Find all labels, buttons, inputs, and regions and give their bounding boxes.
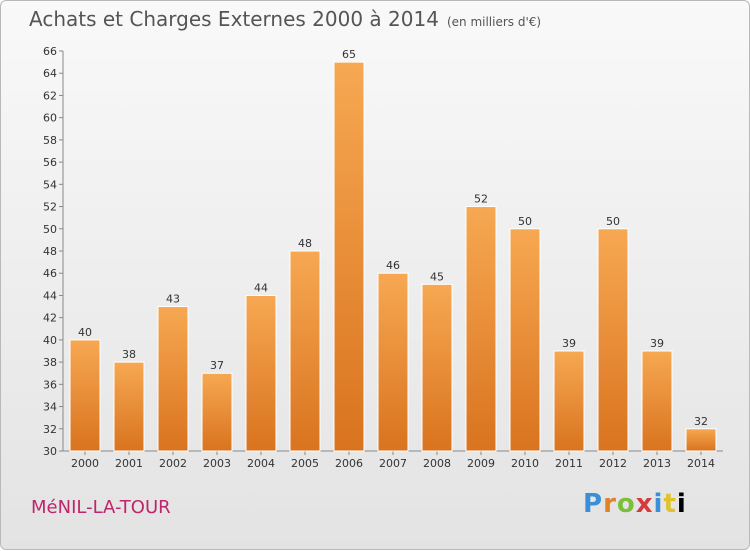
data-label-2009: 52 [474, 193, 488, 206]
x-tick-label-2001: 2001 [115, 457, 143, 470]
y-tick-label: 66 [43, 45, 57, 58]
y-tick-label: 32 [43, 423, 57, 436]
logo-letter: i [676, 489, 687, 519]
logo-letter: i [653, 489, 664, 519]
data-label-2014: 32 [694, 415, 708, 428]
data-label-2001: 38 [122, 348, 136, 361]
data-label-2000: 40 [78, 326, 92, 339]
bars [69, 61, 717, 452]
data-label-2010: 50 [518, 215, 532, 228]
data-labels: 40 38 43 37 44 48 65 46 45 52 50 39 50 39 32 [78, 48, 708, 428]
logo-letter: r [603, 489, 617, 519]
data-label-2008: 45 [430, 270, 444, 283]
x-tick-label-2013: 2013 [643, 457, 671, 470]
data-label-2005: 48 [298, 237, 312, 250]
y-tick-label: 64 [43, 67, 57, 80]
y-tick-label: 58 [43, 134, 57, 147]
x-tick-label-2000: 2000 [71, 457, 99, 470]
y-tick-label: 36 [43, 378, 57, 391]
y-tick-label: 44 [43, 289, 57, 302]
bar-2009 [465, 206, 497, 452]
y-tick-label: 46 [43, 267, 57, 280]
bar-2001 [113, 361, 145, 452]
logo-letter: x [635, 489, 654, 519]
data-label-2004: 44 [254, 281, 268, 294]
data-label-2006: 65 [342, 48, 356, 61]
bar-2011 [553, 350, 585, 452]
y-tick-label: 48 [43, 245, 57, 258]
bar-2005 [289, 250, 321, 452]
proxiti-logo: Proxiti [583, 489, 687, 519]
x-tick-label-2004: 2004 [247, 457, 275, 470]
chart-title: Achats et Charges Externes 2000 à 2014 (e… [29, 7, 541, 31]
y-tick-label: 56 [43, 156, 57, 169]
bar-2004 [245, 294, 277, 452]
y-tick-label: 38 [43, 356, 57, 369]
commune-name: MéNIL-LA-TOUR [31, 497, 171, 518]
y-tick-label: 62 [43, 89, 57, 102]
chart-unit: (en milliers d'€) [446, 15, 542, 29]
bar-2014 [685, 428, 717, 452]
y-tick-label: 52 [43, 201, 57, 214]
x-tick-label-2011: 2011 [555, 457, 583, 470]
x-tick-label-2009: 2009 [467, 457, 495, 470]
y-tick-label: 50 [43, 223, 57, 236]
x-tick-label-2012: 2012 [599, 457, 627, 470]
bar-2003 [201, 372, 233, 452]
data-label-2013: 39 [650, 337, 664, 350]
y-tick-label: 42 [43, 312, 57, 325]
data-label-2011: 39 [562, 337, 576, 350]
bar-2012 [597, 228, 629, 452]
y-tick-label: 40 [43, 334, 57, 347]
bar-2000 [69, 339, 101, 452]
y-tick-label: 30 [43, 445, 57, 458]
y-tick-label: 34 [43, 401, 57, 414]
x-tick-label-2008: 2008 [423, 457, 451, 470]
bar-2006 [333, 61, 365, 452]
x-tick-label-2003: 2003 [203, 457, 231, 470]
logo-letter: t [663, 489, 677, 519]
x-tick-label-2010: 2010 [511, 457, 539, 470]
data-label-2012: 50 [606, 215, 620, 228]
y-axis: 30 32 34 36 38 40 42 44 46 48 50 52 54 56 58 60 62 64 66 [43, 45, 64, 458]
bar-2002 [157, 306, 189, 452]
bar-2010 [509, 228, 541, 452]
x-tick-label-2007: 2007 [379, 457, 407, 470]
y-tick-label: 54 [43, 178, 57, 191]
x-axis: 2000 2001 2002 2003 2004 2005 2006 2007 2008 2009… [63, 450, 723, 470]
bar-2013 [641, 350, 673, 452]
logo-letter: o [616, 489, 636, 519]
data-label-2003: 37 [210, 359, 224, 372]
x-tick-label-2005: 2005 [291, 457, 319, 470]
y-tick-label: 60 [43, 112, 57, 125]
x-tick-label-2014: 2014 [687, 457, 715, 470]
x-tick-label-2006: 2006 [335, 457, 363, 470]
bar-2007 [377, 272, 409, 452]
logo-letter: P [583, 489, 604, 519]
bar-2008 [421, 283, 453, 452]
chart-title-text: Achats et Charges Externes 2000 à 2014 [29, 7, 439, 31]
data-label-2007: 46 [386, 259, 400, 272]
x-tick-label-2002: 2002 [159, 457, 187, 470]
data-label-2002: 43 [166, 293, 180, 306]
